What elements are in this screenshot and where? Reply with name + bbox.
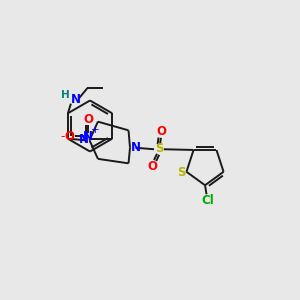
- Text: H: H: [61, 90, 70, 100]
- Text: -: -: [60, 130, 65, 143]
- Text: S: S: [155, 142, 164, 155]
- Text: O: O: [83, 113, 93, 126]
- Text: N: N: [83, 130, 93, 143]
- Text: N: N: [70, 93, 80, 106]
- Text: S: S: [177, 167, 185, 179]
- Text: +: +: [91, 125, 99, 135]
- Text: N: N: [130, 141, 140, 154]
- Text: O: O: [157, 125, 166, 138]
- Text: N: N: [79, 133, 89, 146]
- Text: O: O: [64, 130, 74, 143]
- Text: O: O: [148, 160, 158, 172]
- Text: Cl: Cl: [201, 194, 214, 207]
